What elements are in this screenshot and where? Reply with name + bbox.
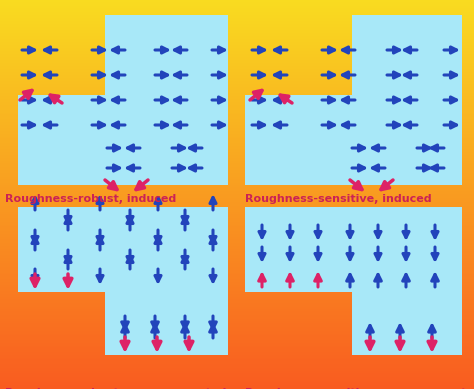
- Polygon shape: [18, 207, 228, 355]
- Polygon shape: [245, 207, 462, 355]
- Text: Roughness-robust, uncompensated: Roughness-robust, uncompensated: [5, 388, 227, 389]
- Text: Roughness-sensitive, induced: Roughness-sensitive, induced: [245, 194, 432, 204]
- Text: Roughness-sensitive, uncompensated: Roughness-sensitive, uncompensated: [245, 388, 474, 389]
- Polygon shape: [245, 15, 462, 185]
- Polygon shape: [18, 15, 228, 185]
- Text: Roughness-robust, induced: Roughness-robust, induced: [5, 194, 176, 204]
